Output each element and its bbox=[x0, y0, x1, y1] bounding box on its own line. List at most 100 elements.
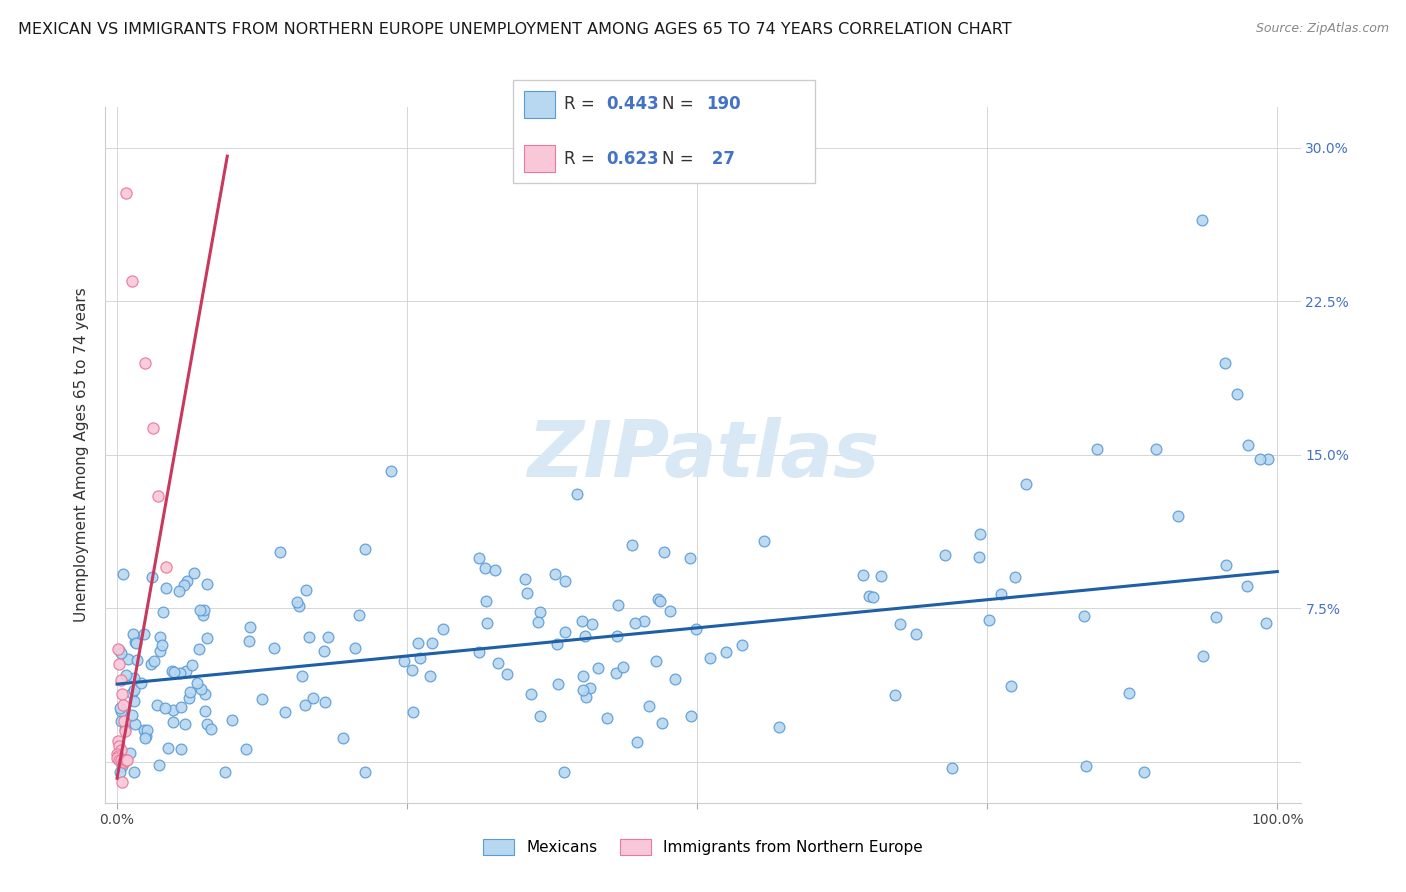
Point bbox=[1249, 452, 1271, 467]
Point bbox=[156, 741, 179, 756]
Point bbox=[176, 664, 198, 678]
Point bbox=[979, 613, 1001, 627]
Point bbox=[107, 748, 129, 763]
Point bbox=[344, 640, 367, 655]
Point bbox=[1000, 679, 1022, 693]
Point bbox=[200, 722, 222, 736]
Point bbox=[1213, 356, 1236, 370]
Point bbox=[312, 644, 335, 658]
Point bbox=[1257, 452, 1279, 467]
Point bbox=[1237, 438, 1260, 452]
Point bbox=[183, 566, 205, 580]
Point bbox=[905, 626, 928, 640]
Point bbox=[658, 604, 681, 618]
Point bbox=[626, 735, 648, 749]
Point bbox=[188, 603, 211, 617]
Point bbox=[294, 582, 316, 597]
Point bbox=[380, 464, 402, 478]
Point bbox=[169, 665, 191, 680]
Point bbox=[108, 642, 131, 657]
Point bbox=[651, 716, 673, 731]
Point bbox=[432, 623, 454, 637]
Point bbox=[402, 705, 425, 719]
Point bbox=[870, 568, 893, 582]
Point bbox=[1015, 477, 1038, 491]
Point bbox=[520, 687, 543, 701]
Point bbox=[250, 692, 273, 706]
Text: ZIPatlas: ZIPatlas bbox=[527, 417, 879, 493]
Point bbox=[553, 765, 575, 780]
Point bbox=[586, 661, 609, 675]
Point bbox=[142, 421, 165, 435]
Point bbox=[111, 759, 134, 773]
Point bbox=[547, 676, 569, 690]
Point bbox=[195, 716, 218, 731]
Point bbox=[176, 574, 198, 589]
Point bbox=[513, 573, 536, 587]
Point bbox=[122, 682, 145, 697]
Point bbox=[136, 723, 159, 737]
Legend: Mexicans, Immigrants from Northern Europe: Mexicans, Immigrants from Northern Europ… bbox=[477, 833, 929, 862]
Point bbox=[553, 574, 575, 588]
Point bbox=[934, 548, 956, 562]
Point bbox=[177, 691, 200, 706]
Point bbox=[122, 627, 145, 641]
Point bbox=[419, 669, 441, 683]
Text: 27: 27 bbox=[706, 150, 735, 168]
Text: R =: R = bbox=[564, 95, 600, 113]
Point bbox=[146, 489, 169, 503]
Point bbox=[347, 607, 370, 622]
Point bbox=[574, 629, 596, 643]
Point bbox=[572, 669, 595, 683]
Point bbox=[110, 742, 132, 756]
Point bbox=[420, 636, 443, 650]
Point bbox=[496, 667, 519, 681]
Point bbox=[149, 630, 172, 644]
Text: N =: N = bbox=[662, 150, 699, 168]
Point bbox=[1167, 508, 1189, 523]
Point bbox=[316, 631, 339, 645]
Point bbox=[731, 638, 754, 652]
Point bbox=[187, 642, 209, 657]
Point bbox=[1236, 579, 1258, 593]
Point bbox=[114, 723, 136, 737]
Point bbox=[546, 637, 568, 651]
Point bbox=[606, 628, 628, 642]
Point bbox=[134, 731, 156, 745]
Point bbox=[117, 753, 139, 767]
Text: N =: N = bbox=[662, 95, 699, 113]
Point bbox=[150, 638, 173, 652]
Point bbox=[1191, 212, 1213, 227]
Point bbox=[105, 751, 128, 765]
Point bbox=[139, 657, 162, 672]
Point bbox=[475, 593, 498, 607]
Point bbox=[110, 701, 132, 715]
Point bbox=[167, 583, 190, 598]
Point bbox=[575, 690, 598, 704]
Point bbox=[115, 186, 138, 200]
Point bbox=[529, 708, 551, 723]
Point bbox=[108, 753, 131, 767]
Point bbox=[624, 615, 647, 630]
Point bbox=[153, 701, 176, 715]
Point bbox=[110, 753, 132, 767]
Point bbox=[186, 676, 208, 690]
Point bbox=[990, 587, 1012, 601]
Point bbox=[125, 653, 148, 667]
Point bbox=[565, 487, 588, 501]
Point bbox=[110, 765, 132, 780]
Point bbox=[124, 635, 146, 649]
Point bbox=[114, 724, 136, 739]
Point bbox=[571, 614, 593, 628]
Point bbox=[110, 647, 132, 661]
Point bbox=[117, 652, 139, 666]
Point bbox=[108, 739, 131, 753]
Point bbox=[107, 642, 129, 657]
Point bbox=[579, 681, 602, 695]
Point bbox=[633, 614, 655, 628]
Point bbox=[112, 714, 135, 728]
Point bbox=[155, 560, 177, 574]
Point bbox=[554, 625, 576, 640]
Point bbox=[122, 694, 145, 708]
Point bbox=[121, 274, 143, 288]
